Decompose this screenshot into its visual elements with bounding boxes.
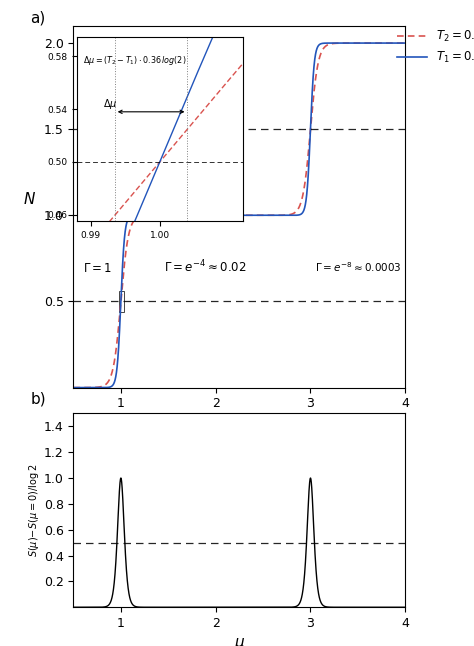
Bar <box>119 291 124 312</box>
Legend: $T_2=0.04$, $T_1=0.02$: $T_2=0.04$, $T_1=0.02$ <box>392 25 474 70</box>
X-axis label: $\mu$: $\mu$ <box>234 636 245 646</box>
Y-axis label: $N$: $N$ <box>23 191 36 207</box>
Text: b): b) <box>30 391 46 407</box>
Text: $\Gamma=e^{-4}\approx0.02$: $\Gamma=e^{-4}\approx0.02$ <box>164 258 246 275</box>
Text: $\Gamma=1$: $\Gamma=1$ <box>83 262 112 275</box>
X-axis label: $\mu$: $\mu$ <box>234 416 245 432</box>
Y-axis label: $S(\mu){-}S(\mu{=}0)/\log 2$: $S(\mu){-}S(\mu{=}0)/\log 2$ <box>27 464 41 557</box>
Text: a): a) <box>30 10 46 25</box>
Text: $\Gamma=e^{-8}\approx0.0003$: $\Gamma=e^{-8}\approx0.0003$ <box>315 260 402 274</box>
